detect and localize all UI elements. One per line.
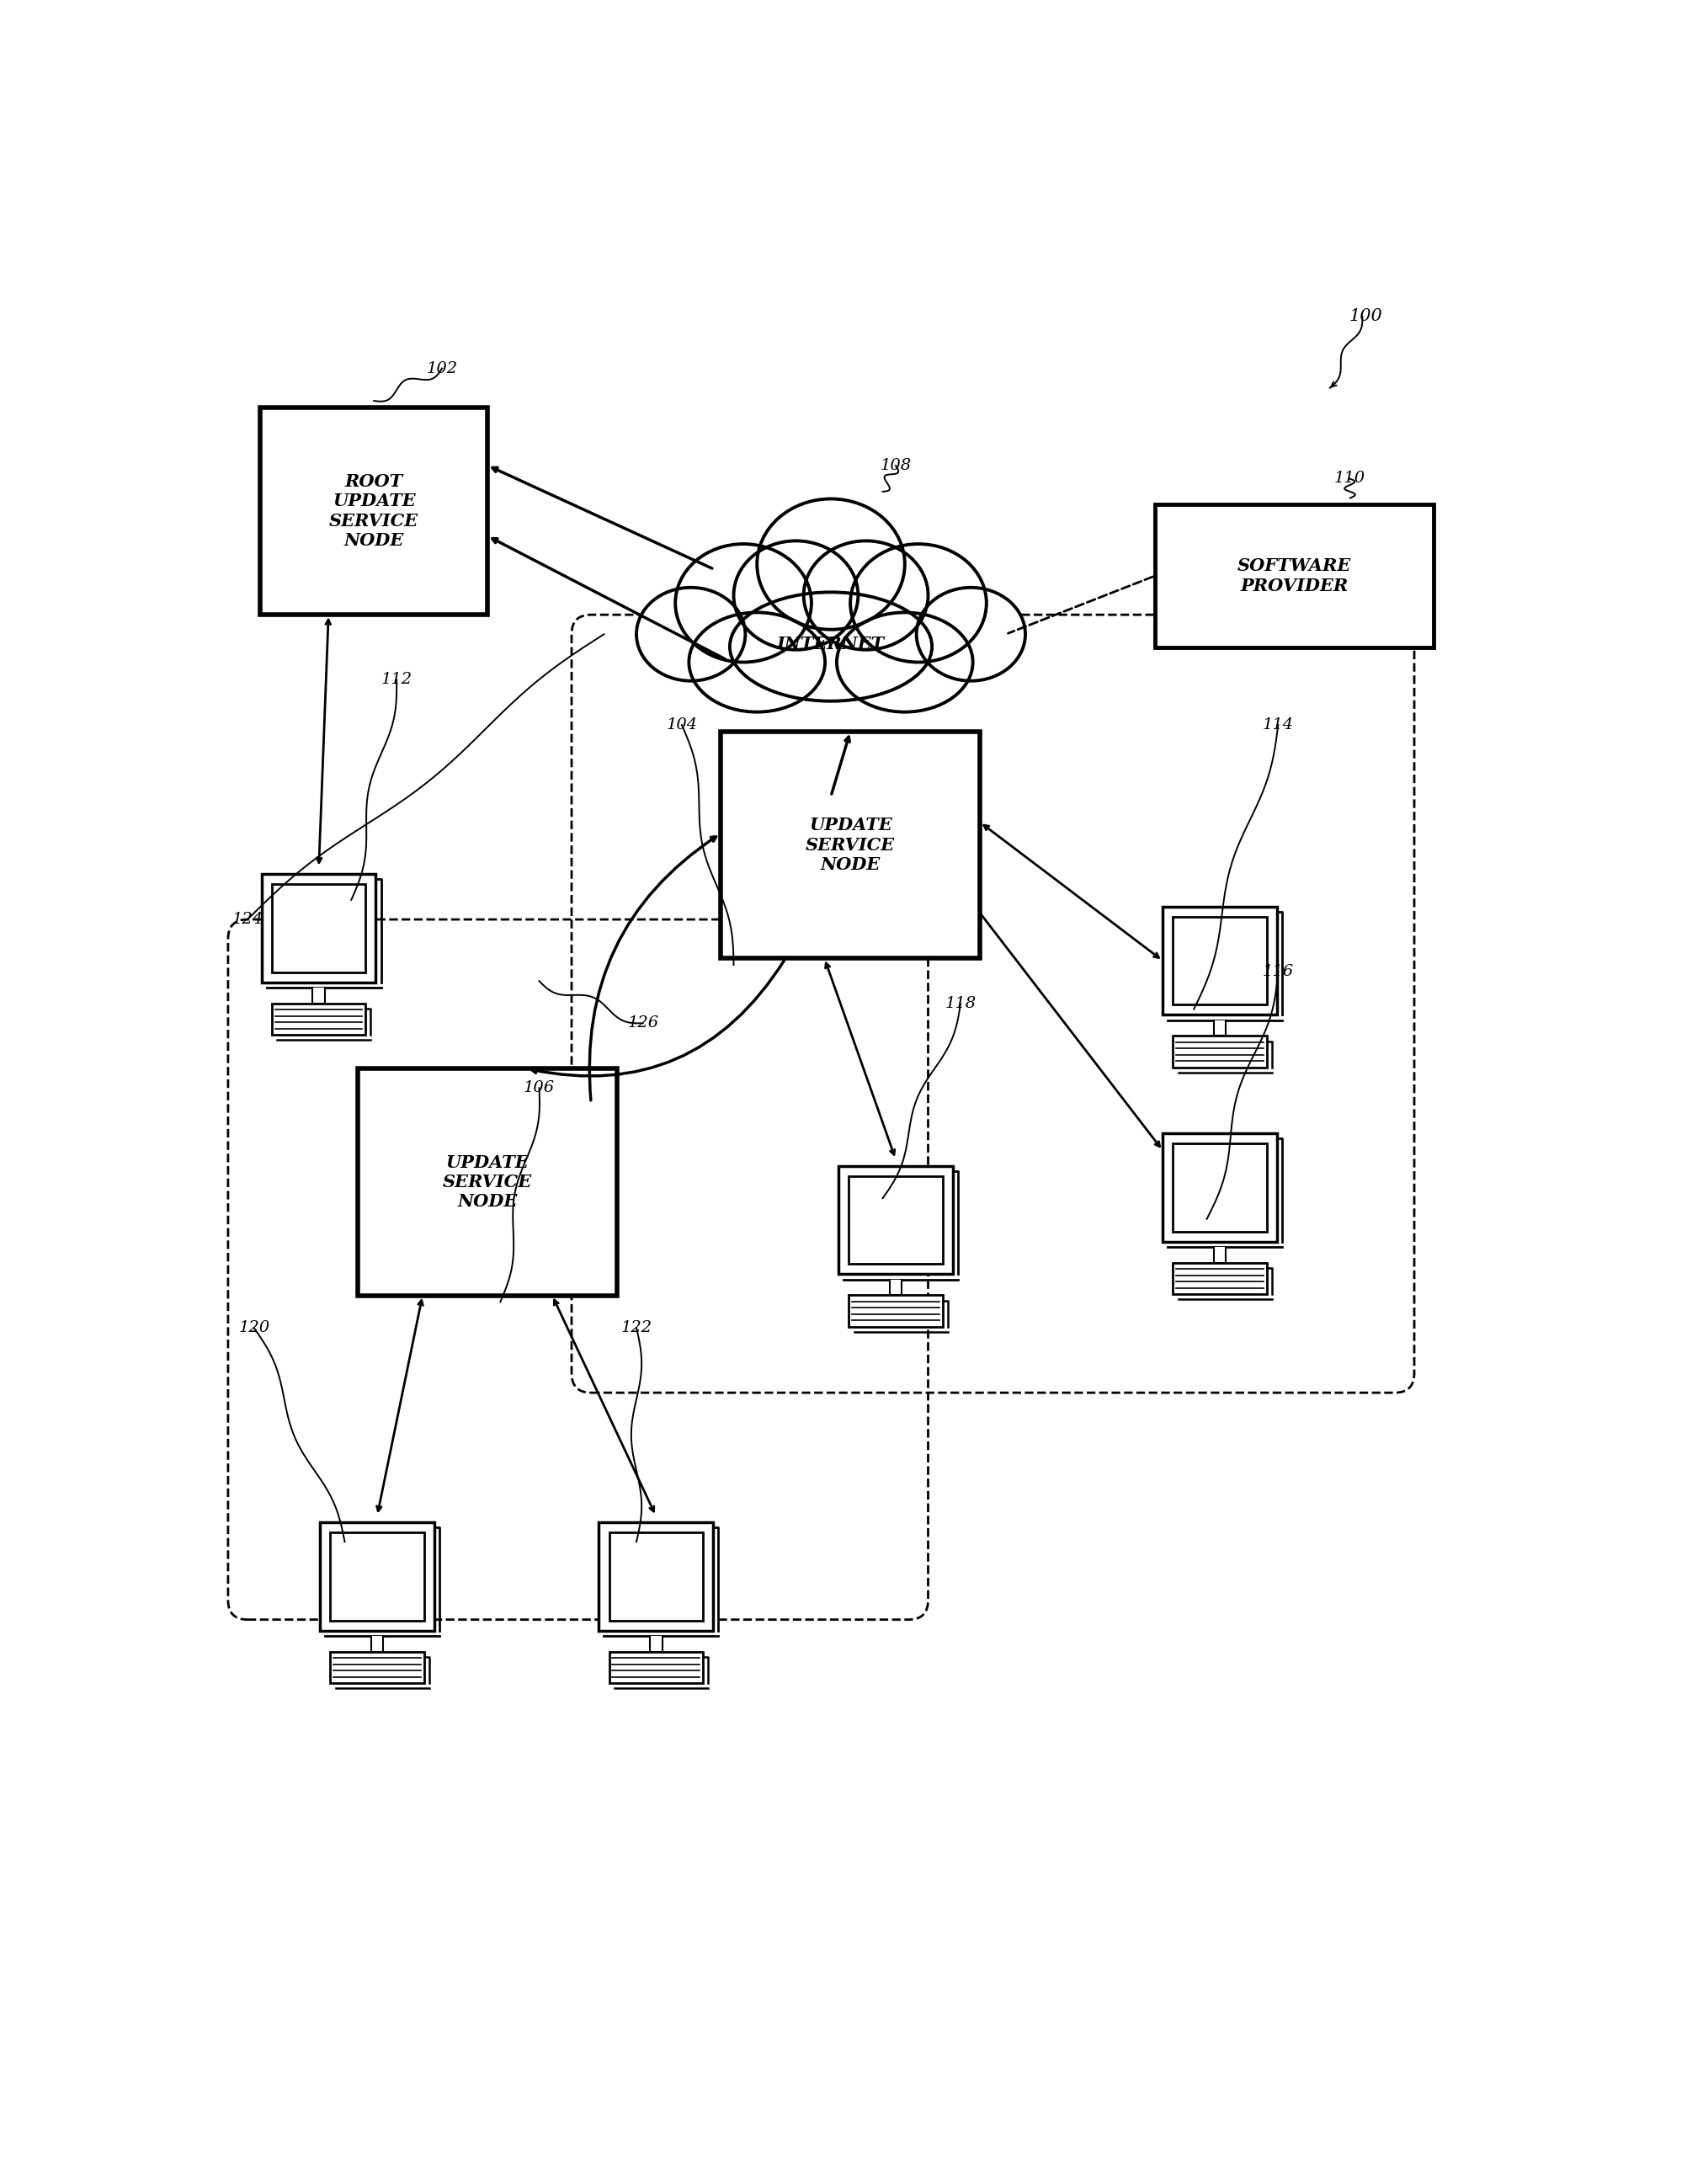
Bar — [272, 1005, 366, 1035]
Bar — [720, 732, 980, 959]
Text: ROOT
UPDATE
SERVICE
NODE: ROOT UPDATE SERVICE NODE — [329, 474, 418, 548]
Text: 110: 110 — [1334, 472, 1365, 487]
Bar — [261, 874, 376, 983]
Bar — [599, 1522, 714, 1631]
Bar — [1162, 1133, 1277, 1243]
Bar — [272, 885, 366, 972]
Text: SOFTWARE
PROVIDER: SOFTWARE PROVIDER — [1238, 557, 1351, 594]
Bar — [838, 1166, 953, 1273]
Bar — [849, 1175, 943, 1265]
Bar — [1172, 1262, 1267, 1295]
Text: UPDATE
SERVICE
NODE: UPDATE SERVICE NODE — [806, 817, 896, 874]
Ellipse shape — [837, 612, 973, 712]
Ellipse shape — [916, 587, 1026, 681]
Bar — [649, 1636, 661, 1651]
Text: 120: 120 — [238, 1321, 270, 1334]
Text: 112: 112 — [381, 673, 412, 688]
Text: INTERNET: INTERNET — [778, 636, 884, 653]
Text: 104: 104 — [666, 716, 697, 732]
Bar — [609, 1533, 703, 1621]
Ellipse shape — [734, 542, 859, 651]
Bar — [889, 1280, 903, 1295]
Text: UPDATE
SERVICE
NODE: UPDATE SERVICE NODE — [442, 1153, 531, 1210]
Text: 118: 118 — [945, 996, 977, 1011]
Bar — [1172, 917, 1267, 1005]
Ellipse shape — [675, 544, 811, 662]
Bar — [1172, 1035, 1267, 1068]
Text: 106: 106 — [523, 1081, 555, 1096]
Bar — [849, 1295, 943, 1326]
Bar — [331, 1651, 423, 1684]
Bar — [1213, 1247, 1226, 1262]
Bar — [331, 1533, 423, 1621]
Bar — [1213, 1020, 1226, 1035]
Text: 102: 102 — [427, 360, 457, 376]
Bar — [609, 1651, 703, 1684]
Ellipse shape — [850, 544, 987, 662]
Text: 116: 116 — [1262, 963, 1294, 978]
Ellipse shape — [730, 592, 931, 701]
Text: 122: 122 — [621, 1321, 653, 1334]
Bar — [371, 1636, 383, 1651]
Bar — [1162, 906, 1277, 1016]
Bar — [321, 1522, 434, 1631]
Ellipse shape — [688, 612, 825, 712]
Text: 108: 108 — [881, 459, 911, 474]
Ellipse shape — [803, 542, 928, 651]
Bar — [1156, 505, 1434, 646]
Bar — [260, 406, 488, 614]
Text: 100: 100 — [1350, 308, 1383, 325]
Bar — [312, 987, 326, 1005]
Bar — [358, 1068, 617, 1295]
Text: 124: 124 — [231, 913, 263, 926]
Ellipse shape — [757, 498, 904, 629]
Text: 114: 114 — [1262, 716, 1294, 732]
Ellipse shape — [636, 587, 746, 681]
Bar — [1172, 1144, 1267, 1232]
Text: 126: 126 — [628, 1016, 658, 1031]
